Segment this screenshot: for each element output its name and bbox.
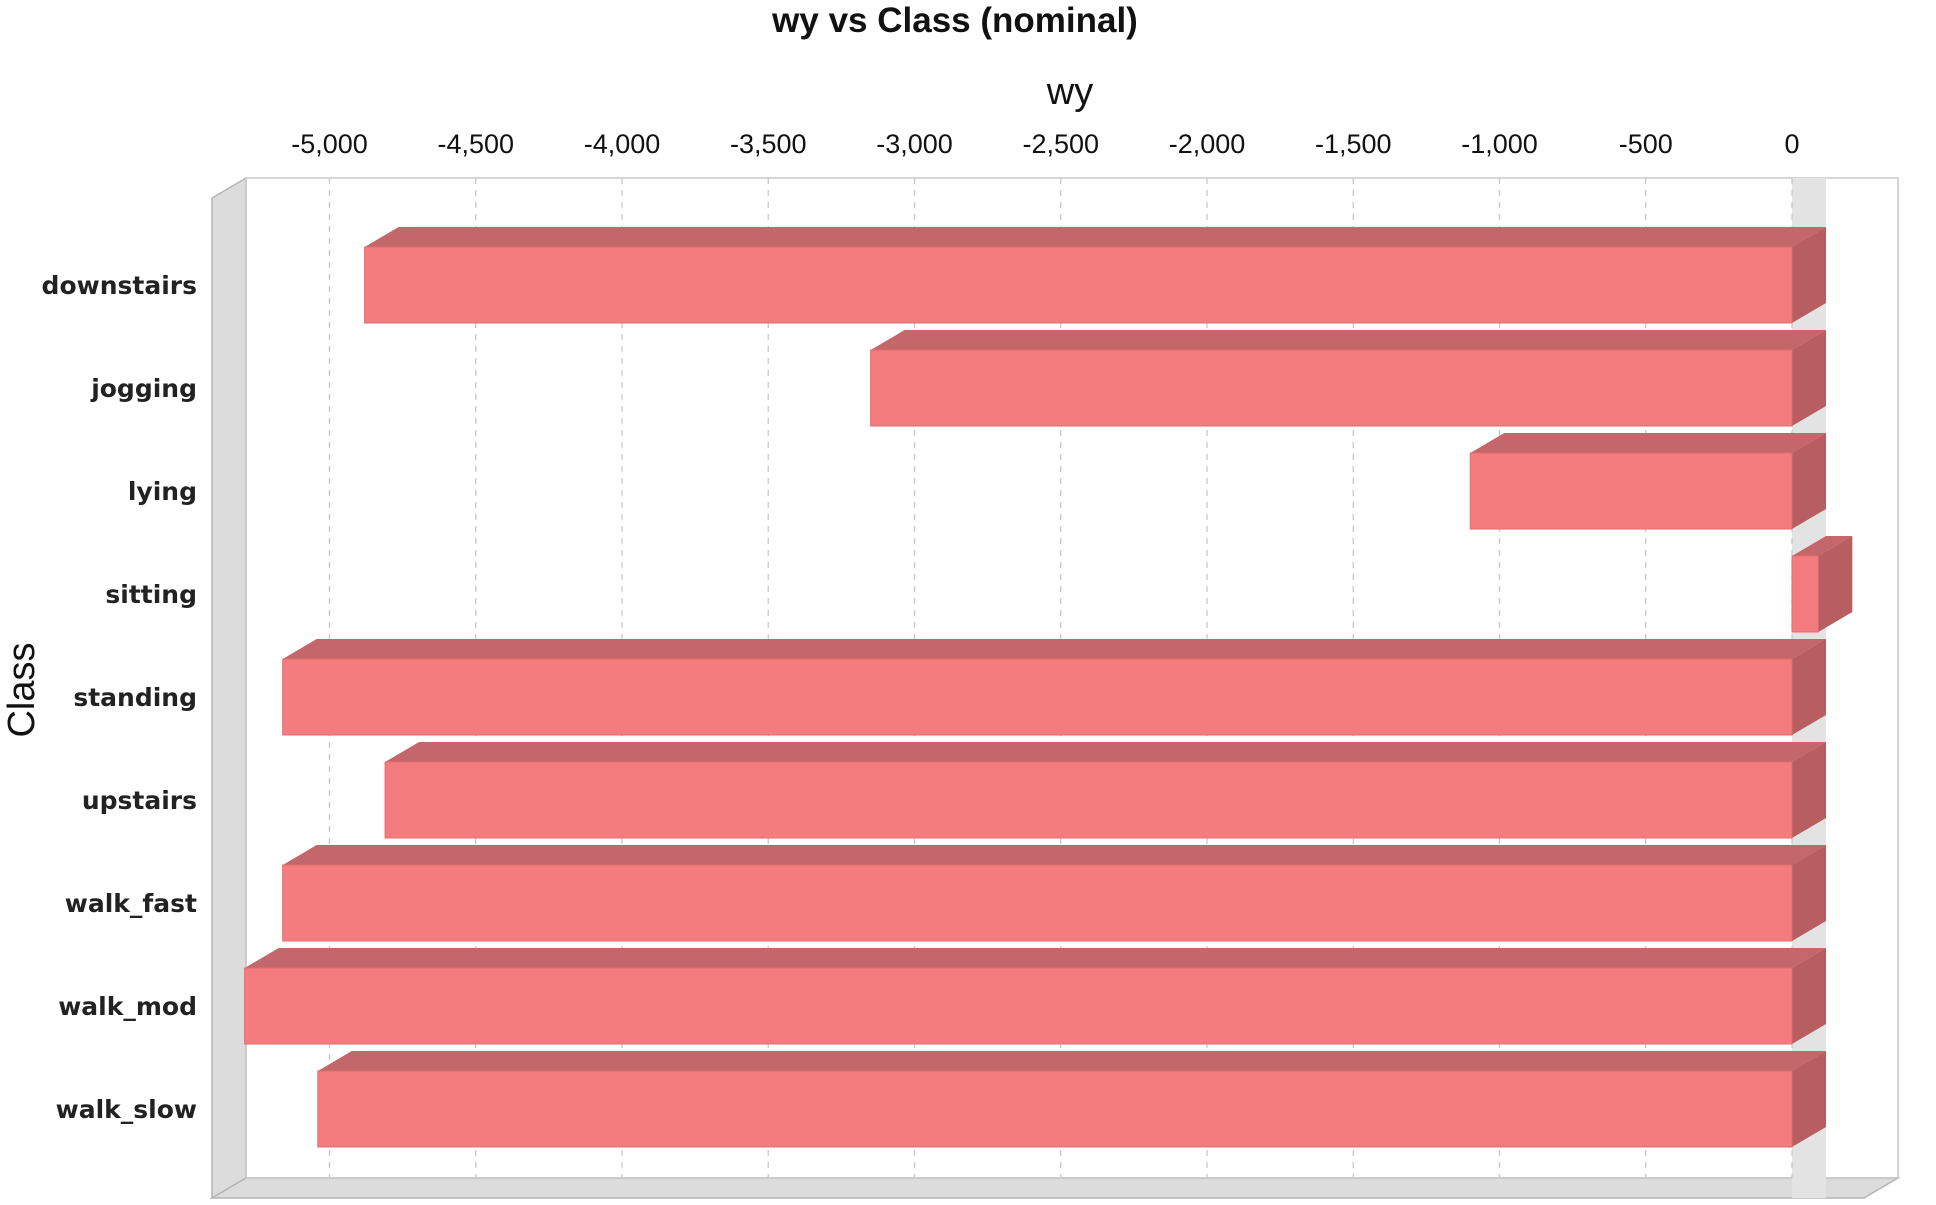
bar-side-face	[1818, 536, 1853, 632]
y-axis-title: Class	[1, 642, 43, 737]
plot-border	[245, 177, 1899, 1179]
x-tick-label: -3,500	[730, 129, 807, 159]
y-tick-label: standing	[73, 683, 197, 712]
bar-walk_fast	[282, 845, 1827, 942]
bar-front-face	[384, 761, 1793, 839]
bar-front-face	[1469, 452, 1793, 530]
bar-top-face	[385, 742, 1827, 762]
bar-side-face	[1792, 330, 1826, 426]
y-tick-label: downstairs	[42, 271, 197, 300]
chart-title: wy vs Class (nominal)	[771, 1, 1138, 40]
bar-top-face	[364, 227, 1827, 247]
x-tick-label: -2,500	[1022, 129, 1099, 159]
bar-front-face	[282, 864, 1793, 942]
bar-standing	[282, 639, 1827, 736]
y-tick-label: walk_fast	[65, 889, 197, 918]
bar-side-face	[1792, 742, 1826, 838]
bar-front-face	[317, 1070, 1793, 1148]
x-tick-label: -5,000	[291, 129, 368, 159]
x-tick-label: -4,500	[437, 129, 514, 159]
bar-lying	[1469, 433, 1826, 530]
bar-front-face	[364, 246, 1793, 324]
y-tick-label: jogging	[90, 374, 197, 403]
bars	[244, 227, 1853, 1148]
bar-side-face	[1792, 227, 1826, 323]
x-tick-label: -4,000	[584, 129, 661, 159]
bar-top-face	[1792, 536, 1853, 556]
bar-top-face	[244, 948, 1826, 968]
bar-front-face	[870, 349, 1793, 427]
left-wall	[211, 176, 247, 1200]
bar-side-face	[1792, 845, 1826, 941]
bar-front-face	[1791, 555, 1819, 633]
y-tick-label: walk_mod	[58, 992, 197, 1021]
bar-top-face	[317, 1051, 1826, 1071]
bar-jogging	[870, 330, 1826, 427]
y-tick-label: walk_slow	[56, 1095, 197, 1124]
bar-sitting	[1791, 536, 1853, 633]
bar-top-face	[870, 330, 1826, 350]
bar-walk_slow	[317, 1051, 1826, 1148]
y-tick-label: upstairs	[82, 786, 197, 815]
floor	[209, 1177, 1901, 1199]
x-tick-label: -500	[1619, 129, 1673, 159]
x-tick-label: -3,000	[876, 129, 953, 159]
bar-walk_mod	[244, 948, 1826, 1045]
x-tick-label: -1,000	[1461, 129, 1538, 159]
bar-side-face	[1792, 1051, 1826, 1147]
bar-top-face	[282, 639, 1827, 659]
bar-downstairs	[364, 227, 1827, 324]
bar-top-face	[282, 845, 1827, 865]
x-tick-label: -1,500	[1315, 129, 1392, 159]
bar-side-face	[1792, 948, 1826, 1044]
y-tick-label: lying	[128, 477, 197, 506]
bar-side-face	[1792, 639, 1826, 735]
bar-front-face	[282, 658, 1793, 736]
x-tick-label: -2,000	[1169, 129, 1246, 159]
x-tick-label: 0	[1784, 129, 1799, 159]
bar-side-face	[1792, 433, 1826, 529]
y-axis-labels: downstairs jogging lying sitting standing ups…	[42, 271, 197, 1124]
y-tick-label: sitting	[105, 580, 197, 609]
bar-upstairs	[384, 742, 1827, 839]
x-axis-title: wy	[1046, 71, 1093, 113]
bar-front-face	[244, 967, 1793, 1045]
bar-top-face	[1470, 433, 1826, 453]
x-axis-ticks: -5,000 -4,500 -4,000 -3,500 -3,000 -2,500 -2,0…	[291, 129, 1799, 159]
